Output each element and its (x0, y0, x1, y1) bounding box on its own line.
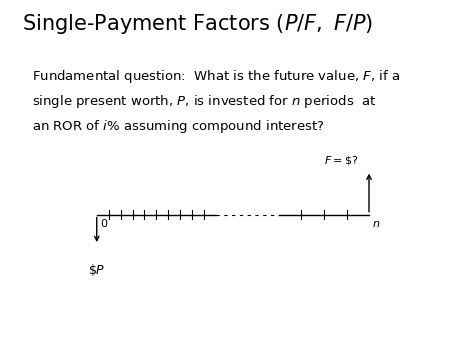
Text: single present worth, $\mathit{P}$, is invested for $\mathit{n}$ periods  at: single present worth, $\mathit{P}$, is i… (32, 93, 376, 110)
Text: 0: 0 (100, 219, 108, 229)
Text: $\mathit{\$P}$: $\mathit{\$P}$ (88, 262, 105, 278)
Text: $F = \$?$: $F = \$?$ (324, 154, 358, 167)
Text: an ROR of $\mathit{i}$% assuming compound interest?: an ROR of $\mathit{i}$% assuming compoun… (32, 118, 324, 135)
Text: Single-Payment Factors ($\mathit{P/F,\ F/P}$): Single-Payment Factors ($\mathit{P/F,\ F… (22, 11, 374, 36)
Text: $\mathit{n}$: $\mathit{n}$ (372, 219, 380, 229)
Text: Fundamental question:  What is the future value, $\mathit{F}$, if a: Fundamental question: What is the future… (32, 68, 400, 84)
